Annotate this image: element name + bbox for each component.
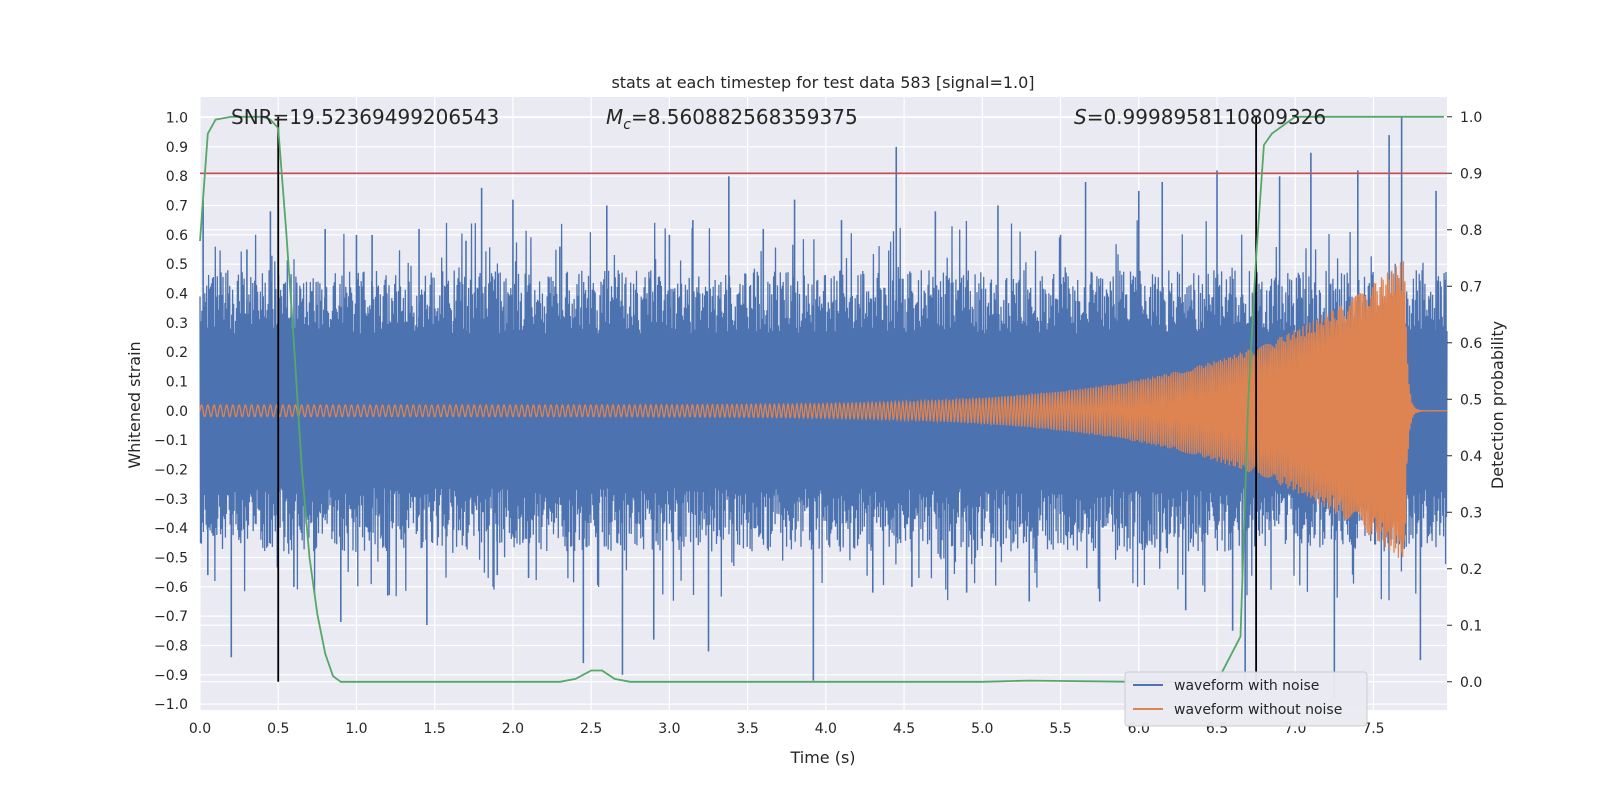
y-tick-label: 0.7 bbox=[166, 199, 188, 215]
x-tick-label: 4.5 bbox=[893, 721, 915, 737]
event-markers bbox=[277, 116, 1258, 682]
y-tick-label: −1.0 bbox=[154, 697, 188, 713]
y-tick-label: 0.3 bbox=[166, 316, 188, 332]
y-tick-label: 0.9 bbox=[166, 140, 188, 156]
y-tick-label: 0.1 bbox=[166, 375, 188, 391]
snr-annotation: SNR=19.52369499206543 bbox=[231, 105, 499, 129]
clean-series bbox=[199, 261, 1447, 558]
detection-stat-annotation: S=0.9998958110809326 bbox=[1074, 105, 1326, 129]
y-tick-label: 0.2 bbox=[166, 345, 188, 361]
y-tick-label: 0.5 bbox=[166, 257, 188, 273]
y-tick-label: 1.0 bbox=[166, 111, 188, 127]
y2-tick-label: 0.9 bbox=[1460, 166, 1482, 182]
y-tick-label: −0.3 bbox=[154, 492, 188, 508]
legend-box bbox=[1124, 671, 1368, 727]
legend-label-noise: waveform with noise bbox=[1174, 678, 1319, 694]
probability-trace bbox=[199, 115, 1444, 683]
y-tick-label: −0.9 bbox=[154, 668, 188, 684]
y-tick-label: −0.4 bbox=[154, 521, 188, 537]
x-tick-label: 0.0 bbox=[189, 721, 211, 737]
y2-tick-label: 0.0 bbox=[1460, 675, 1482, 691]
s-value: =0.9998958110809326 bbox=[1087, 105, 1326, 129]
y2-tick-label: 1.0 bbox=[1460, 110, 1482, 126]
x-axis-label: Time (s) bbox=[789, 748, 855, 767]
y-tick-label: 0.6 bbox=[166, 228, 188, 244]
x-tick-label: 3.0 bbox=[658, 721, 680, 737]
y-tick-label: −0.5 bbox=[154, 550, 188, 566]
mc-value: =8.560882568359375 bbox=[631, 105, 858, 129]
y2-tick-label: 0.7 bbox=[1460, 279, 1482, 295]
y2-tick-label: 0.2 bbox=[1460, 562, 1482, 578]
y-tick-label: −0.7 bbox=[154, 609, 188, 625]
s-symbol: S bbox=[1074, 105, 1087, 129]
x-tick-label: 5.0 bbox=[971, 721, 993, 737]
chirp-mass-annotation: Mc=8.560882568359375 bbox=[606, 105, 858, 133]
y-tick-label: −0.6 bbox=[154, 580, 188, 596]
x-tick-label: 2.5 bbox=[580, 721, 602, 737]
x-tick-label: 2.0 bbox=[502, 721, 524, 737]
x-tick-label: 1.5 bbox=[424, 721, 446, 737]
x-tick-label: 7.5 bbox=[1362, 721, 1384, 737]
y2-axis-label: Detection probability bbox=[1488, 321, 1507, 489]
probability-series bbox=[199, 115, 1444, 683]
mc-symbol: M bbox=[606, 105, 623, 129]
y-tick-label: −0.8 bbox=[154, 638, 188, 654]
x-tick-label: 4.0 bbox=[815, 721, 837, 737]
y2-tick-label: 0.4 bbox=[1460, 449, 1482, 465]
y-tick-label: 0.0 bbox=[166, 404, 188, 420]
mc-subscript: c bbox=[623, 117, 631, 133]
y-tick-label: 0.4 bbox=[166, 287, 188, 303]
y2-tick-label: 0.3 bbox=[1460, 505, 1482, 521]
legend-label-clean: waveform without noise bbox=[1174, 702, 1342, 718]
y-tick-label: −0.1 bbox=[154, 433, 188, 449]
x-tick-label: 1.0 bbox=[345, 721, 367, 737]
x-tick-label: 0.5 bbox=[267, 721, 289, 737]
y-axis-label: Whitened strain bbox=[125, 341, 144, 468]
tick-labels: 0.0 0.5 1.0 1.5 2.0 2.5 3.0 3.5 4.0 4.5 5.0 5.5 6.0 6… bbox=[154, 110, 1482, 737]
y-tick-label: −0.2 bbox=[154, 462, 188, 478]
y2-tick-label: 0.5 bbox=[1460, 392, 1482, 408]
y2-tick-label: 0.1 bbox=[1460, 618, 1482, 634]
y2-tick-label: 0.8 bbox=[1460, 223, 1482, 239]
y2-tick-label: 0.6 bbox=[1460, 336, 1482, 352]
legend: waveform with noise waveform without noi… bbox=[1124, 671, 1368, 727]
x-tick-label: 3.5 bbox=[736, 721, 758, 737]
clean-trace bbox=[199, 261, 1447, 558]
y-tick-label: 0.8 bbox=[166, 169, 188, 185]
chart-title: stats at each timestep for test data 583… bbox=[611, 73, 1034, 92]
x-tick-label: 5.5 bbox=[1049, 721, 1071, 737]
